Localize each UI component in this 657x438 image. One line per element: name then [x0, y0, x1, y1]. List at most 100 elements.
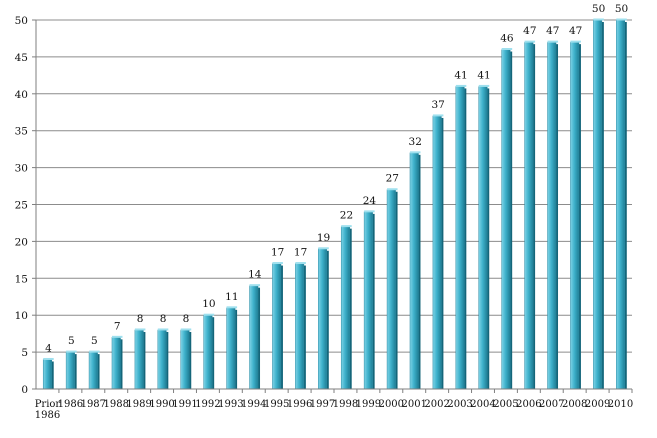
bar-cap [180, 328, 192, 331]
bar-1990 [157, 329, 167, 390]
x-tick-label: 2005 [493, 399, 518, 410]
y-tick-label: 20 [15, 236, 28, 248]
x-tick-label: 2007 [539, 399, 564, 410]
bar-cap [341, 225, 352, 228]
data-label: 19 [317, 232, 330, 244]
bar-cap [387, 188, 398, 191]
data-label: 10 [202, 298, 215, 310]
y-tick-label: 10 [15, 310, 28, 322]
bar-2010 [616, 19, 626, 390]
bar-cap [409, 151, 421, 154]
x-tick-label: 2003 [447, 399, 472, 410]
bar-2009 [593, 19, 603, 390]
bar-2002 [432, 115, 442, 390]
data-label: 47 [546, 25, 559, 37]
x-tick-label: Prior 1986 [35, 399, 61, 421]
bar-cap [43, 357, 54, 360]
data-label: 5 [68, 335, 75, 347]
bar-shadow [303, 265, 306, 389]
bar-shadow [235, 309, 238, 389]
bar-1995 [272, 263, 282, 390]
bar-shadow [533, 44, 536, 389]
bar-cap [616, 18, 627, 21]
bar-cap [272, 262, 283, 265]
x-tick-label: 2000 [379, 399, 404, 410]
data-label: 50 [592, 3, 605, 15]
bar-1992 [203, 314, 213, 390]
bar-cap [570, 40, 581, 43]
bar-shadow [189, 331, 192, 389]
bar-1997 [318, 248, 328, 390]
x-tick-label: 1993 [218, 399, 243, 410]
bar-cap [364, 210, 375, 213]
x-tick-label: 2009 [585, 399, 610, 410]
data-label: 41 [454, 69, 467, 81]
bar-2001 [409, 152, 419, 390]
bar-2004 [478, 86, 488, 390]
bar-shadow [487, 88, 490, 390]
data-label: 41 [477, 69, 490, 81]
bar-cap [295, 262, 306, 265]
data-label: 17 [271, 247, 284, 259]
bar-prior-1986 [42, 359, 52, 390]
bar-cap [134, 328, 146, 331]
x-tick-label: 1986 [58, 399, 83, 410]
x-tick-label: 1998 [333, 399, 358, 410]
bar-cap [226, 306, 238, 309]
x-tick-label: 2001 [402, 399, 427, 410]
bar-cap [593, 18, 604, 21]
bar-1988 [111, 337, 121, 390]
bar-shadow [510, 51, 513, 390]
data-label: 5 [91, 335, 98, 347]
y-tick-label: 5 [21, 347, 28, 359]
bar-cap [547, 40, 559, 43]
bar-shadow [395, 191, 398, 389]
bar-shadow [97, 354, 100, 389]
data-label: 8 [137, 313, 144, 325]
data-label: 47 [523, 25, 536, 37]
bar-2003 [455, 86, 465, 390]
bar-1987 [88, 351, 98, 390]
bar-cap [111, 335, 123, 338]
y-tick-label: 0 [21, 384, 28, 396]
x-tick-label: 2010 [608, 399, 633, 410]
bar-1991 [180, 329, 190, 390]
data-label: 17 [294, 247, 307, 259]
axes [32, 19, 633, 393]
x-tick-label: 2002 [424, 399, 449, 410]
bar-1989 [134, 329, 144, 390]
data-label: 50 [615, 3, 628, 15]
bar-shadow [556, 44, 559, 389]
bar-shadow [143, 331, 146, 389]
bar-cap [524, 40, 536, 43]
y-tick-label: 50 [15, 15, 28, 27]
data-label: 7 [114, 320, 121, 332]
bar-shadow [624, 22, 627, 389]
bar-cap [203, 313, 215, 316]
bar-shadow [578, 44, 581, 389]
x-tick-label: 2008 [562, 399, 587, 410]
bar-shadow [120, 339, 123, 389]
bar-shadow [441, 117, 444, 389]
bar-shadow [74, 354, 77, 389]
x-tick-label: 1996 [287, 399, 312, 410]
x-tick-label: 1995 [264, 399, 289, 410]
bar-shadow [464, 88, 467, 390]
y-tick-label: 40 [15, 89, 28, 101]
x-tick-label: 1988 [104, 399, 129, 410]
bar-shadow [280, 265, 283, 389]
bar-shadow [51, 361, 54, 389]
data-label: 46 [500, 33, 514, 45]
data-label: 4 [45, 342, 52, 354]
bar-cap [89, 350, 100, 353]
gridlines [36, 19, 632, 353]
data-label: 22 [340, 210, 353, 222]
bar-cap [249, 284, 261, 287]
bar-cap [478, 84, 490, 87]
bars [42, 18, 627, 390]
y-tick-label: 15 [15, 273, 28, 285]
bar-cap [157, 328, 169, 331]
bar-cap [318, 247, 329, 250]
